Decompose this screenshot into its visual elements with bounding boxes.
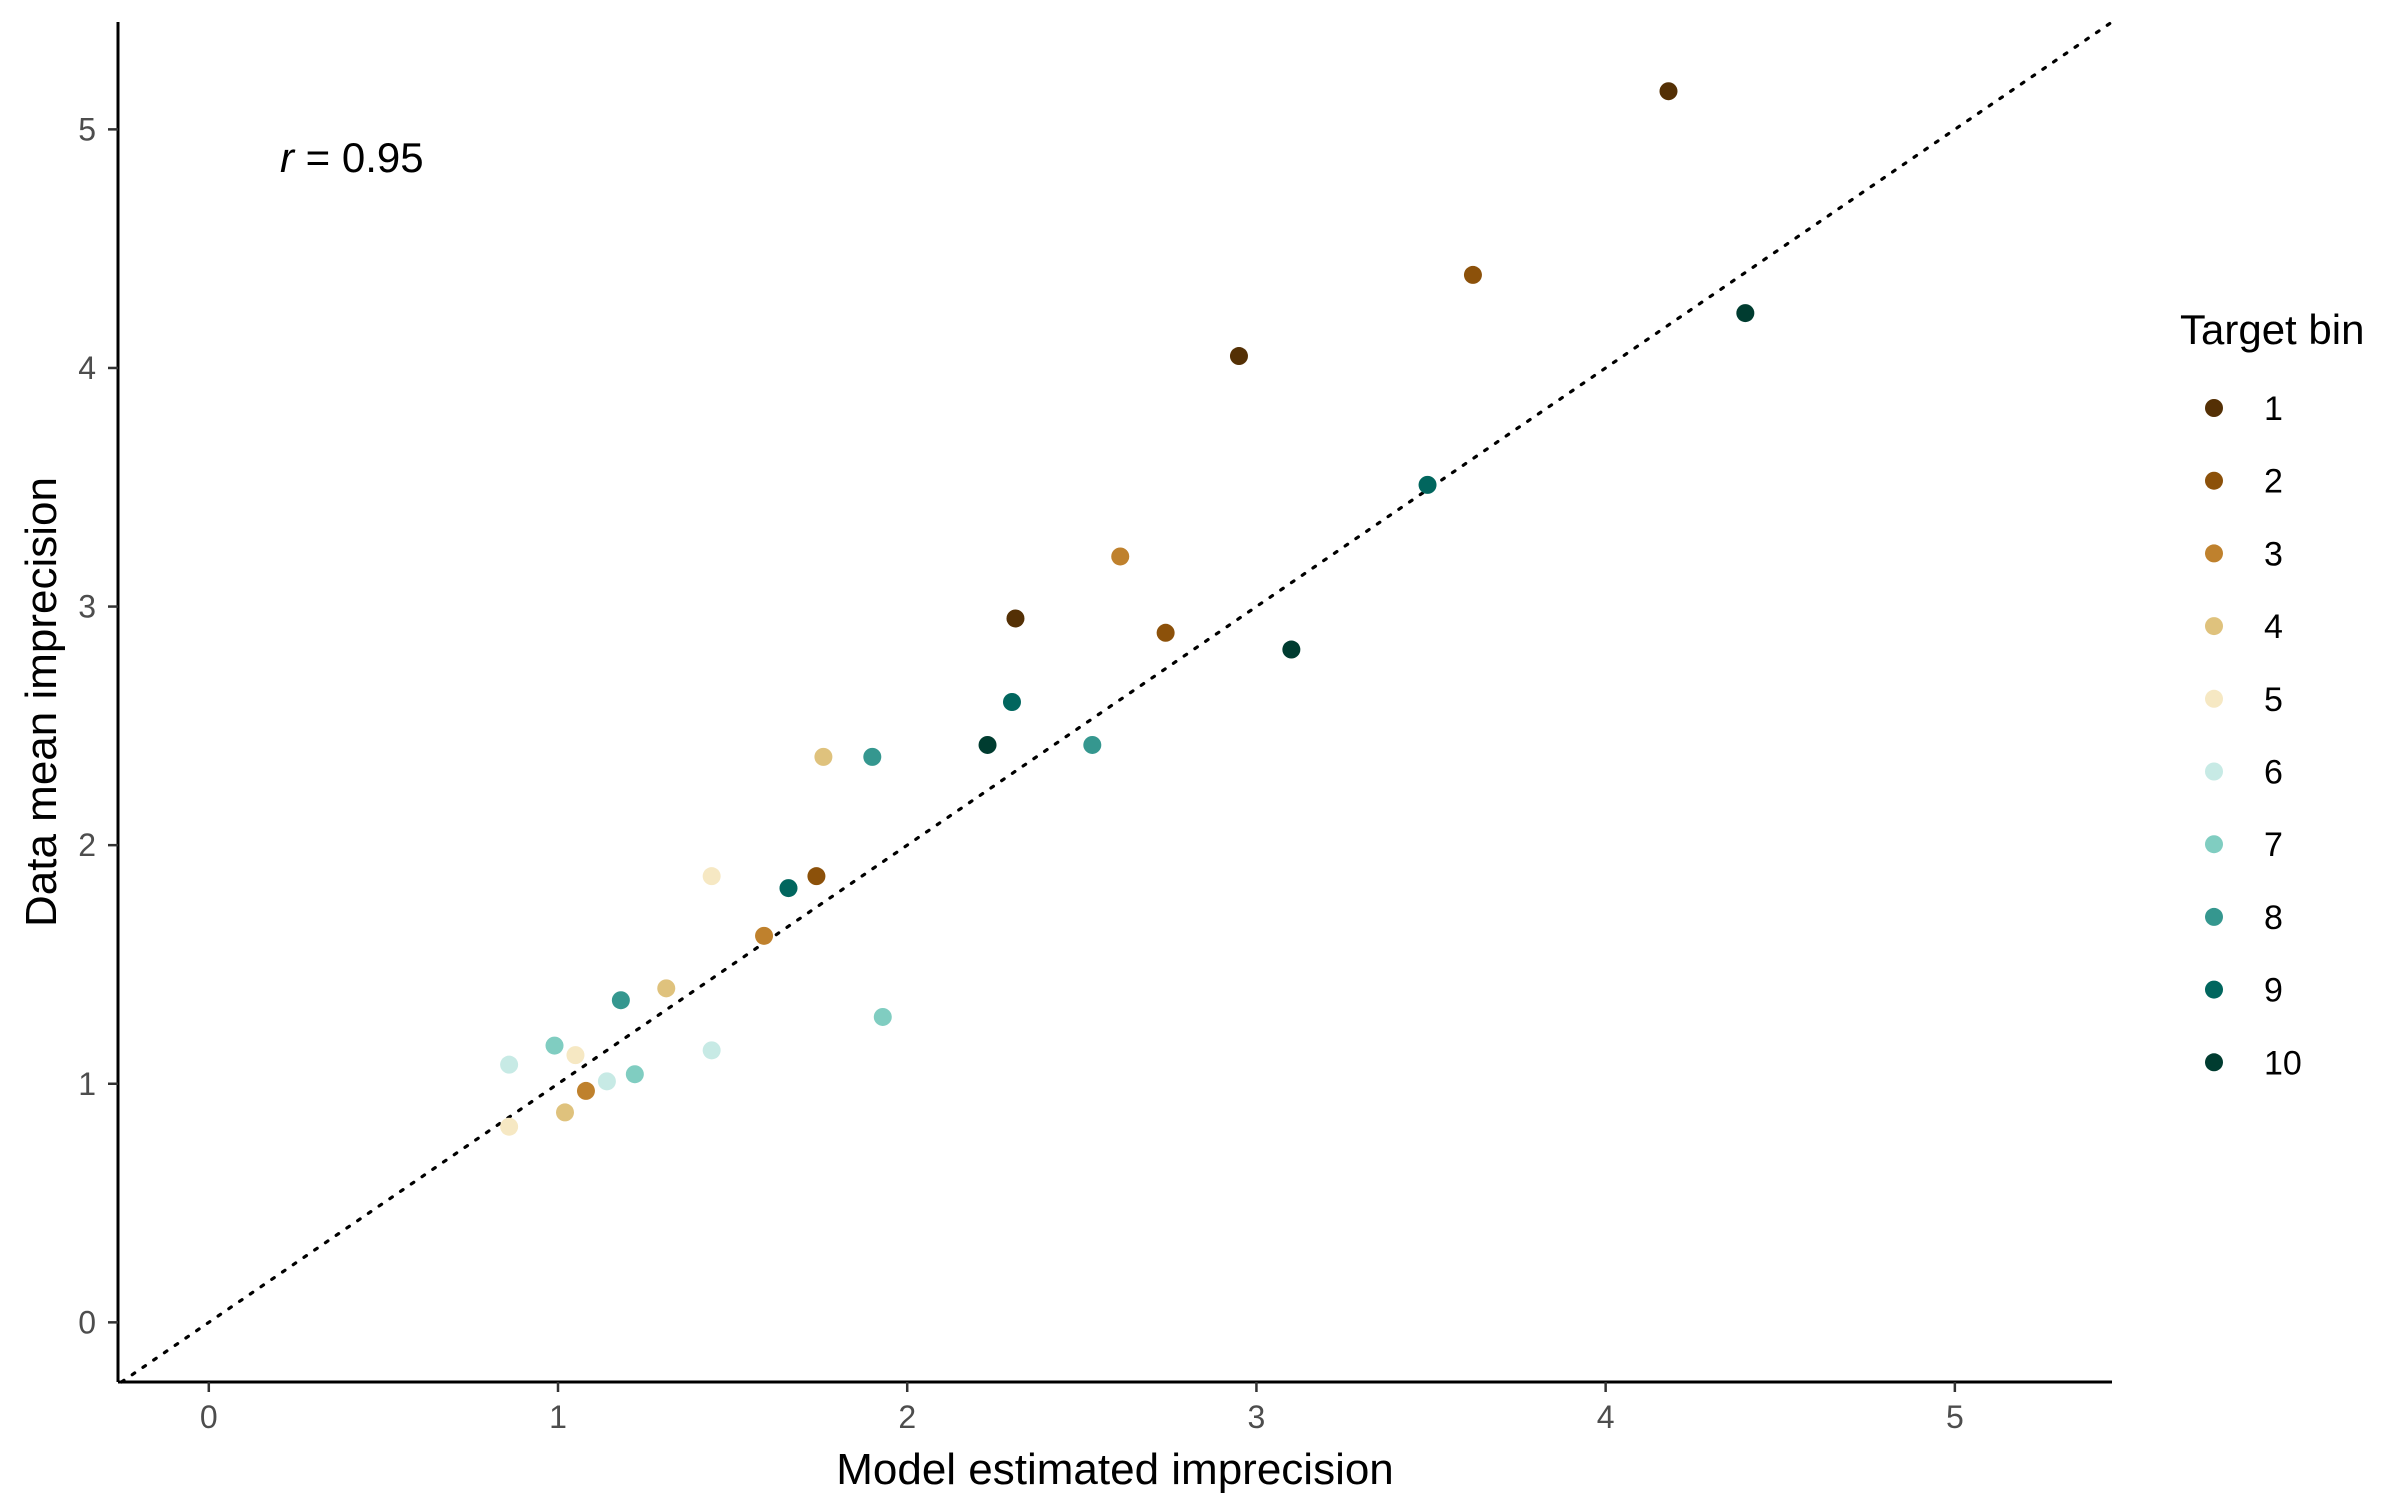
identity-reference-line	[119, 20, 2114, 1384]
legend-label: 5	[2264, 681, 2283, 719]
data-point-bin-5	[500, 1117, 519, 1136]
x-ticks: 0 1 2 3 4 5	[200, 1382, 1964, 1435]
points-layer	[500, 82, 1755, 1136]
correlation-symbol: r	[280, 134, 296, 181]
correlation-value: = 0.95	[294, 134, 424, 181]
legend: Target bin 1 2 3 4 5 6 7 8 9 10	[2180, 306, 2364, 1082]
legend-label: 4	[2264, 608, 2283, 646]
data-point-bin-1	[1006, 609, 1025, 628]
data-point-bin-6	[702, 1041, 721, 1060]
legend-key-bin-10	[2205, 1053, 2223, 1072]
axes	[116, 22, 2112, 1384]
x-tick-label: 3	[1248, 1399, 1266, 1435]
data-point-bin-8	[1083, 735, 1102, 754]
y-tick-label: 5	[78, 111, 96, 147]
data-point-bin-10	[1736, 304, 1755, 323]
y-tick-label: 3	[78, 589, 96, 625]
data-point-bin-1	[1659, 82, 1678, 101]
legend-key-bin-5	[2205, 689, 2223, 708]
data-point-bin-2	[807, 867, 826, 886]
legend-label: 2	[2264, 463, 2283, 501]
y-axis-title: Data mean imprecision	[17, 477, 66, 927]
legend-key-bin-4	[2205, 617, 2223, 636]
legend-key-bin-9	[2205, 980, 2223, 999]
data-point-bin-4	[814, 747, 833, 766]
legend-title: Target bin	[2180, 306, 2364, 353]
y-tick-label: 2	[78, 827, 96, 863]
x-tick-label: 1	[549, 1399, 567, 1435]
x-axis-title: Model estimated imprecision	[836, 1445, 1394, 1494]
data-point-bin-1	[1229, 347, 1248, 366]
data-point-bin-2	[1463, 265, 1482, 284]
x-tick-label: 5	[1946, 1399, 1964, 1435]
legend-label: 1	[2264, 390, 2283, 428]
correlation-annotation: r = 0.95	[280, 134, 424, 181]
x-tick-label: 4	[1597, 1399, 1615, 1435]
data-point-bin-6	[500, 1055, 519, 1074]
legend-label: 8	[2264, 899, 2283, 937]
y-ticks: 0 1 2 3 4 5	[78, 111, 118, 1340]
legend-key-bin-8	[2205, 907, 2223, 926]
data-point-bin-10	[1282, 640, 1301, 659]
data-point-bin-8	[863, 747, 882, 766]
y-tick-label: 1	[78, 1066, 96, 1102]
data-point-bin-10	[978, 735, 997, 754]
legend-label: 6	[2264, 754, 2283, 792]
data-point-bin-8	[611, 991, 630, 1010]
data-point-bin-2	[1156, 623, 1175, 642]
legend-key-bin-3	[2205, 544, 2223, 563]
data-point-bin-5	[702, 867, 721, 886]
data-point-bin-3	[576, 1081, 595, 1100]
data-point-bin-4	[657, 979, 676, 998]
reference-line-layer	[119, 20, 2114, 1384]
x-tick-label: 0	[200, 1399, 218, 1435]
data-point-bin-3	[755, 926, 774, 945]
data-point-bin-9	[1418, 475, 1437, 494]
x-tick-label: 2	[898, 1399, 916, 1435]
data-point-bin-6	[597, 1072, 616, 1091]
data-point-bin-7	[545, 1036, 564, 1055]
y-tick-label: 0	[78, 1304, 96, 1340]
legend-label: 7	[2264, 826, 2283, 864]
data-point-bin-7	[625, 1065, 644, 1084]
y-tick-label: 4	[78, 350, 96, 386]
legend-label: 9	[2264, 972, 2283, 1010]
data-point-bin-5	[566, 1046, 585, 1065]
legend-key-bin-6	[2205, 762, 2223, 781]
data-point-bin-9	[779, 879, 798, 898]
data-point-bin-9	[1002, 693, 1021, 711]
data-point-bin-7	[873, 1007, 892, 1026]
legend-label: 3	[2264, 535, 2283, 573]
legend-key-bin-2	[2205, 471, 2223, 490]
legend-key-bin-7	[2205, 835, 2223, 854]
legend-label: 10	[2264, 1044, 2302, 1082]
legend-key-bin-1	[2205, 399, 2223, 417]
data-point-bin-4	[555, 1103, 574, 1122]
data-point-bin-3	[1111, 547, 1130, 566]
